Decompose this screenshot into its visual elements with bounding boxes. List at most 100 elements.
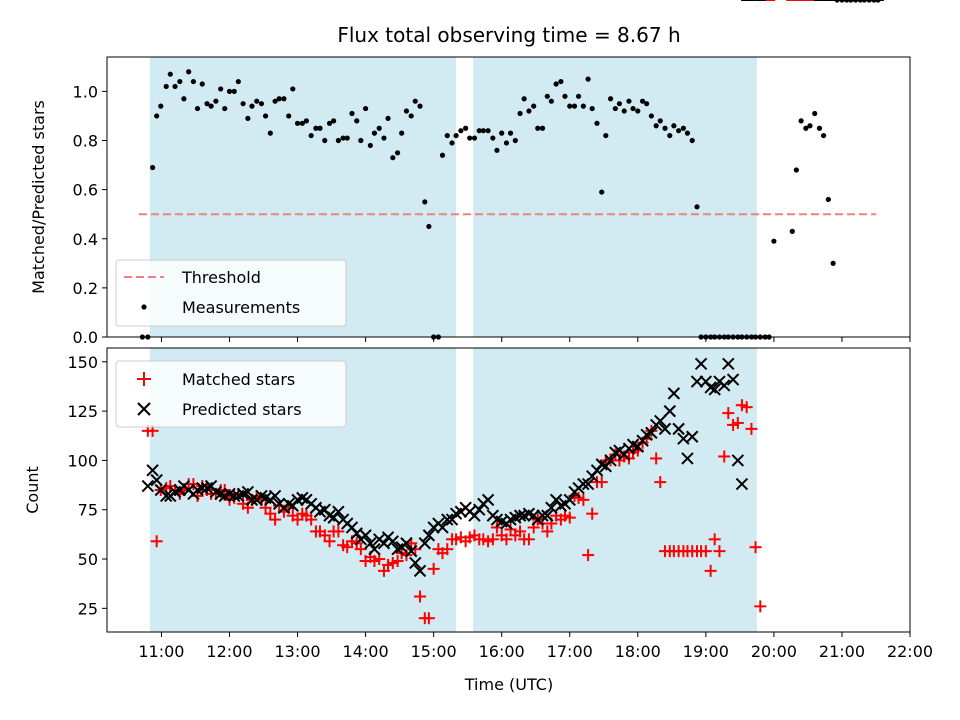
measurement-point xyxy=(830,260,836,266)
y-tick-label: 1.0 xyxy=(73,82,98,101)
predicted-star-point xyxy=(604,454,617,467)
measurement-point xyxy=(313,125,319,131)
measurement-point xyxy=(635,108,641,114)
matched-star-point xyxy=(745,422,758,435)
matched-star-point xyxy=(740,401,753,414)
measurement-point xyxy=(671,123,677,129)
measurement-point xyxy=(616,101,623,107)
measurement-point xyxy=(354,118,360,124)
matched-star-point xyxy=(514,525,527,538)
matched-star-point xyxy=(522,533,535,546)
matched-star-point xyxy=(577,493,590,506)
matched-star-point xyxy=(699,545,712,558)
predicted-star-point xyxy=(563,493,576,507)
measurement-point xyxy=(798,118,804,124)
measurement-point xyxy=(399,130,405,136)
measurement-point xyxy=(535,125,541,131)
measurement-point xyxy=(453,132,459,139)
measurement-point xyxy=(789,228,795,234)
measurement-point xyxy=(276,96,282,102)
predicted-star-point xyxy=(368,542,381,556)
matched-star-point xyxy=(414,590,427,603)
measurement-point xyxy=(226,88,233,94)
measurement-point xyxy=(308,132,314,139)
predicted-star-point xyxy=(404,544,418,558)
predicted-star-point xyxy=(159,489,173,503)
measurement-point xyxy=(694,204,700,210)
x-tick-label: 20:00 xyxy=(751,642,797,661)
matched-star-point xyxy=(708,533,721,546)
predicted-star-point xyxy=(541,509,554,522)
matched-star-point xyxy=(305,513,318,526)
measurement-point xyxy=(594,120,600,126)
measurement-point xyxy=(485,128,491,134)
matched-star-point xyxy=(269,513,282,526)
predicted-star-point xyxy=(400,537,413,550)
x-tick-label: 12:00 xyxy=(206,642,252,661)
predicted-star-point xyxy=(654,414,667,428)
measurement-point xyxy=(644,101,650,107)
x-tick-label: 11:00 xyxy=(138,642,184,661)
matched-star-point xyxy=(427,562,440,575)
measurement-point xyxy=(463,125,469,131)
measurement-point xyxy=(322,137,328,144)
predicted-star-point xyxy=(672,422,685,436)
count-y-axis: 25 50 75 100 125 150 xyxy=(67,353,107,618)
matched-star-point xyxy=(754,600,767,613)
measurement-point xyxy=(358,137,364,144)
matched-star-point xyxy=(595,476,608,489)
measurement-point xyxy=(362,105,369,112)
measurement-point xyxy=(204,101,210,107)
y-tick-label: 25 xyxy=(78,599,98,618)
matched-star-point xyxy=(731,416,744,429)
measurement-point xyxy=(163,83,169,90)
measurement-point xyxy=(517,110,523,117)
predicted-star-point xyxy=(722,357,735,370)
measurement-point xyxy=(653,123,659,129)
predicted-star-point xyxy=(658,422,672,436)
legend-predicted-swatch xyxy=(137,402,151,416)
measurement-point xyxy=(476,128,482,134)
predicted-star-point xyxy=(667,387,681,400)
matched-star-point xyxy=(704,564,717,577)
ratio-panel: 0.0 0.2 0.4 0.6 0.8 1.0 Matched/Predicted sta… xyxy=(29,0,911,347)
predicted-star-point xyxy=(718,379,731,392)
matched-star-point xyxy=(650,452,663,465)
x-tick-label: 22:00 xyxy=(887,642,933,661)
predicted-star-point xyxy=(413,564,427,578)
measurement-point xyxy=(426,223,432,230)
ratio-y-axis-label: Matched/Predicted stars xyxy=(29,100,48,294)
measurement-point xyxy=(480,128,486,134)
measurement-point xyxy=(512,137,518,144)
measurement-point xyxy=(208,103,214,109)
count-panel-frame xyxy=(106,347,911,633)
measurement-point xyxy=(154,113,160,119)
measurement-point xyxy=(825,196,831,203)
measurement-point xyxy=(412,98,418,104)
measurement-point xyxy=(186,69,192,75)
x-tick-label: 19:00 xyxy=(683,642,729,661)
predicted-star-point xyxy=(694,357,708,370)
matched-star-point xyxy=(749,541,762,554)
y-tick-label: 0.4 xyxy=(73,230,98,249)
y-tick-label: 50 xyxy=(78,550,98,569)
x-tick-label: 17:00 xyxy=(547,642,593,661)
x-tick-label: 18:00 xyxy=(615,642,661,661)
measurement-point xyxy=(494,147,500,153)
measurement-point xyxy=(820,132,827,139)
y-tick-label: 150 xyxy=(67,353,98,372)
matched-star-point xyxy=(586,507,599,520)
measurement-point xyxy=(599,189,605,195)
measurement-point xyxy=(680,125,686,131)
measurement-point xyxy=(689,137,695,144)
measurement-point xyxy=(503,140,510,146)
measurement-point xyxy=(526,108,532,114)
ratio-legend: Threshold Measurements xyxy=(115,259,347,327)
predicted-star-point xyxy=(245,493,259,507)
measurement-point xyxy=(612,105,618,112)
measurement-point xyxy=(340,135,346,141)
measurement-point xyxy=(262,113,269,119)
measurement-point xyxy=(317,125,323,131)
measurement-point xyxy=(326,120,333,126)
